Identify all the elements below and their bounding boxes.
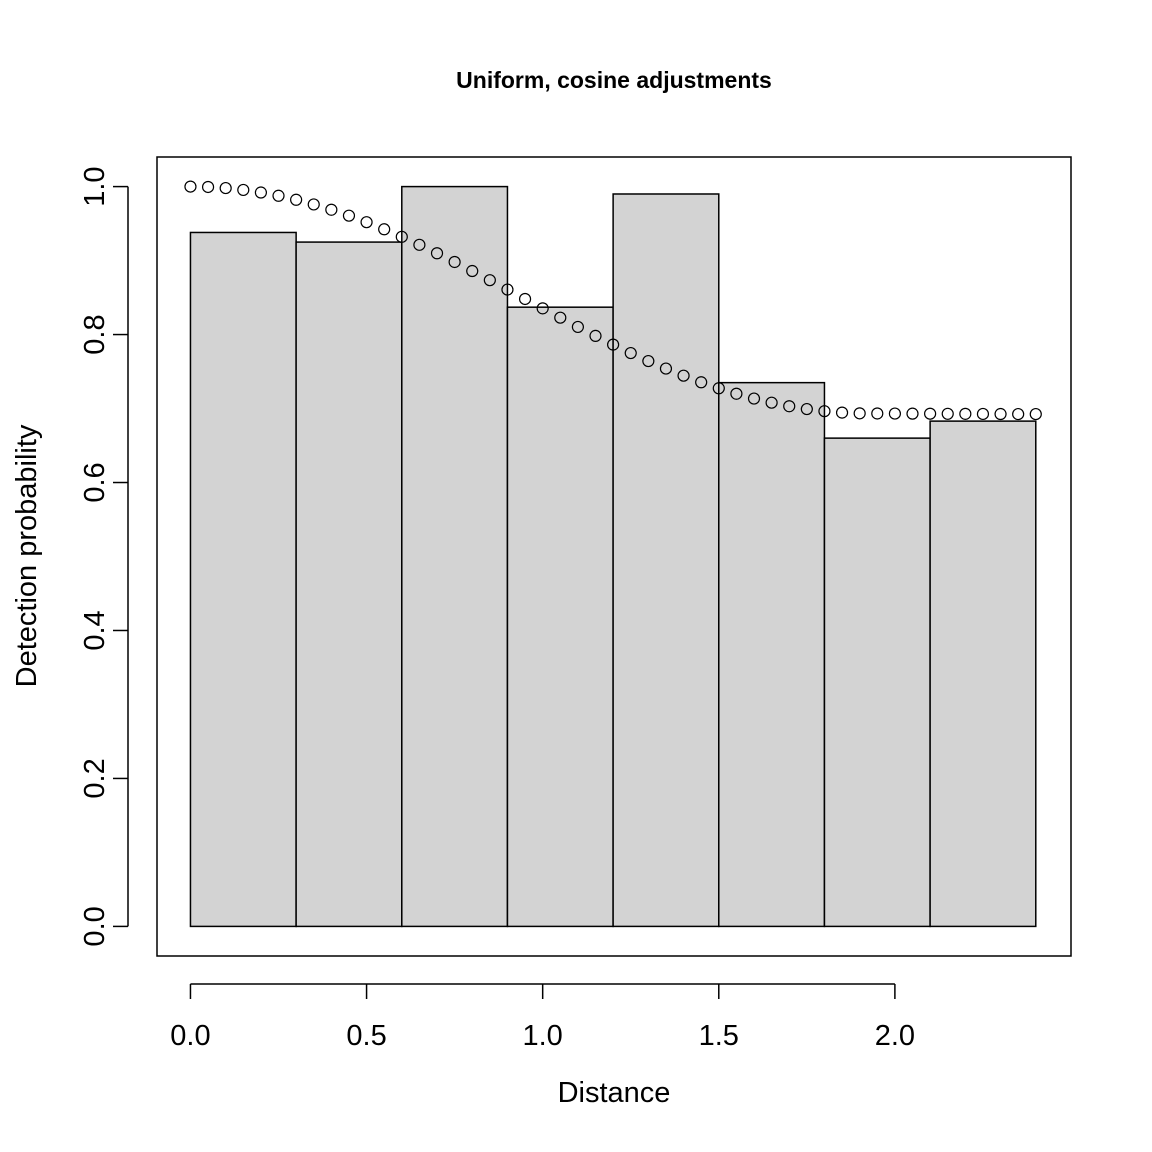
y-tick-label: 1.0: [79, 166, 111, 206]
x-tick-label: 1.5: [699, 1020, 739, 1052]
data-point: [994, 407, 1007, 421]
data-point: [272, 189, 285, 202]
plot-frame: [156, 156, 1072, 957]
data-point: [607, 338, 620, 351]
histogram-bar-1: [189, 231, 297, 928]
data-point: [906, 407, 919, 420]
data-point: [448, 255, 461, 269]
data-point: [677, 369, 690, 382]
data-point: [360, 216, 373, 229]
data-point: [395, 230, 408, 243]
data-point: [466, 264, 479, 278]
y-tick-label: 0.6: [79, 462, 111, 502]
data-point: [307, 198, 320, 211]
data-point: [800, 402, 813, 416]
data-point: [941, 407, 954, 420]
data-point: [483, 274, 496, 287]
data-point: [589, 329, 602, 342]
histogram-bar-4: [506, 306, 614, 928]
data-point: [518, 292, 532, 306]
y-tick-label: 0.4: [79, 610, 111, 650]
data-point: [783, 400, 796, 413]
x-tick-label: 2.0: [875, 1020, 915, 1052]
data-point: [378, 223, 391, 236]
data-point: [642, 354, 655, 368]
data-point: [501, 283, 514, 296]
data-point: [237, 183, 250, 197]
data-point: [342, 209, 356, 222]
data-point: [659, 362, 673, 375]
data-point: [959, 407, 972, 420]
data-point: [554, 311, 567, 324]
data-point: [853, 407, 866, 420]
chart-title: Uniform, cosine adjustments: [456, 67, 772, 93]
data-point: [624, 346, 637, 360]
data-point: [976, 407, 990, 421]
data-point: [254, 186, 268, 199]
data-point: [201, 180, 215, 194]
histogram-bar-3: [401, 185, 509, 928]
data-point: [1029, 407, 1042, 421]
y-tick-label: 0.2: [79, 758, 111, 798]
data-point: [184, 180, 197, 193]
x-tick-label: 0.5: [346, 1020, 386, 1052]
data-point: [571, 320, 584, 334]
data-point: [871, 407, 884, 420]
x-axis-label: Distance: [558, 1077, 671, 1109]
x-axis: 0.0 0.5 1.0 1.5 2.0: [170, 983, 915, 1052]
detection-function-points: [184, 180, 1042, 421]
data-point: [413, 238, 426, 251]
data-point: [765, 396, 778, 409]
data-point: [325, 203, 338, 216]
data-point: [730, 387, 743, 400]
data-point: [835, 406, 849, 419]
data-point: [888, 407, 901, 420]
data-point: [1012, 407, 1025, 421]
data-point: [290, 193, 303, 206]
histogram-bar-2: [295, 241, 403, 928]
data-point: [818, 405, 831, 418]
histogram-bar-5: [612, 193, 720, 928]
x-tick-label: 0.0: [170, 1020, 210, 1052]
y-tick-label: 0.0: [79, 906, 111, 946]
data-point: [430, 247, 444, 260]
data-point: [747, 392, 761, 405]
y-axis: 0.0 0.2 0.4 0.6 0.8 1.0: [79, 166, 129, 947]
data-point: [695, 376, 708, 389]
y-tick-label: 0.8: [79, 314, 111, 354]
data-point: [536, 302, 549, 315]
histogram-bar-6: [718, 381, 826, 928]
histogram-bar-8: [929, 420, 1037, 928]
x-tick-label: 1.0: [523, 1020, 563, 1052]
data-point: [712, 382, 725, 395]
histogram-bars: [189, 185, 1037, 928]
data-point: [219, 181, 232, 195]
data-point: [924, 407, 937, 420]
y-axis-label: Detection probability: [11, 424, 43, 687]
histogram-bar-7: [823, 437, 931, 928]
